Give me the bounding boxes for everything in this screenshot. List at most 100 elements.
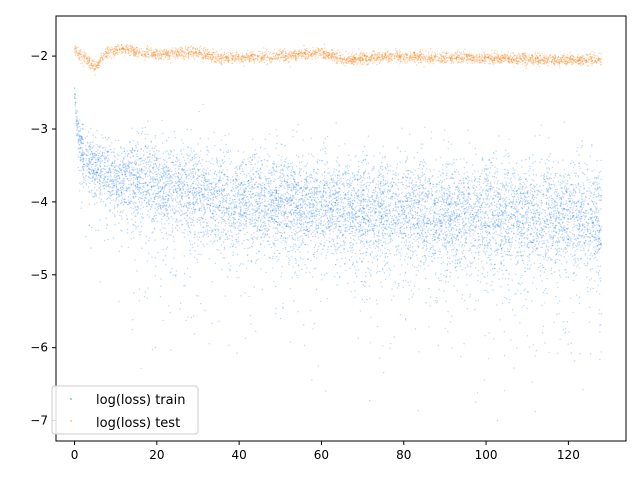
- data-point: [371, 197, 373, 199]
- data-point: [572, 229, 574, 231]
- data-point: [103, 178, 105, 180]
- data-point: [193, 186, 195, 189]
- data-point: [226, 236, 229, 238]
- data-point: [434, 239, 436, 241]
- data-point: [413, 251, 415, 253]
- data-point: [520, 276, 522, 279]
- data-point: [381, 214, 383, 216]
- data-point: [335, 264, 337, 266]
- data-point: [597, 240, 599, 242]
- data-point: [296, 217, 298, 219]
- data-point: [475, 206, 477, 208]
- data-point: [448, 190, 450, 193]
- data-point: [208, 179, 210, 181]
- data-point: [561, 180, 564, 182]
- data-point: [435, 219, 437, 222]
- data-point: [169, 175, 172, 178]
- data-point: [459, 262, 461, 264]
- data-point: [114, 161, 116, 163]
- data-point: [383, 196, 385, 198]
- data-point: [526, 215, 528, 217]
- data-point: [312, 231, 314, 234]
- data-point: [509, 248, 511, 250]
- data-point: [389, 170, 392, 172]
- data-point: [561, 207, 563, 210]
- data-point: [590, 252, 592, 255]
- data-point: [165, 165, 167, 167]
- data-point: [221, 160, 223, 162]
- data-point: [543, 258, 545, 260]
- data-point: [363, 233, 365, 235]
- data-point: [517, 173, 519, 176]
- data-point: [590, 209, 593, 212]
- data-point: [139, 175, 141, 178]
- data-point: [478, 184, 480, 186]
- data-point: [517, 221, 519, 223]
- data-point: [235, 201, 237, 203]
- data-point: [339, 205, 342, 207]
- data-point: [438, 240, 440, 242]
- data-point: [222, 184, 224, 187]
- data-point: [504, 149, 507, 151]
- data-point: [277, 195, 280, 198]
- data-point: [343, 244, 345, 246]
- data-point: [250, 259, 253, 261]
- data-point: [242, 200, 244, 202]
- data-point: [559, 228, 561, 231]
- data-point: [202, 217, 204, 220]
- data-point: [348, 227, 351, 229]
- data-point: [588, 321, 591, 323]
- data-point: [412, 195, 415, 197]
- data-point: [504, 177, 506, 179]
- data-point: [313, 246, 315, 249]
- data-point: [84, 152, 86, 154]
- data-point: [545, 232, 547, 235]
- data-point: [473, 257, 476, 259]
- data-point: [492, 151, 495, 154]
- data-point: [410, 228, 412, 230]
- data-point: [311, 195, 313, 197]
- data-point: [217, 234, 219, 236]
- data-point: [578, 188, 580, 190]
- data-point: [239, 207, 242, 209]
- data-point: [254, 205, 256, 207]
- data-point: [559, 198, 561, 201]
- data-point: [135, 162, 137, 165]
- data-point: [403, 173, 405, 175]
- data-point: [443, 139, 445, 141]
- data-point: [79, 190, 81, 192]
- data-point: [410, 223, 412, 225]
- data-point: [141, 217, 144, 220]
- data-point: [197, 231, 200, 234]
- data-point: [514, 188, 516, 190]
- data-point: [99, 150, 102, 152]
- data-point: [160, 171, 162, 174]
- data-point: [192, 189, 194, 192]
- data-point: [271, 174, 273, 176]
- data-point: [258, 170, 260, 172]
- data-point: [99, 188, 102, 191]
- data-point: [203, 194, 205, 196]
- data-point: [490, 263, 492, 265]
- data-point: [166, 220, 168, 222]
- data-point: [384, 263, 387, 265]
- data-point: [180, 150, 182, 152]
- data-point: [77, 120, 79, 123]
- data-point: [326, 161, 328, 163]
- data-point: [394, 232, 396, 234]
- data-point: [207, 186, 210, 188]
- data-point: [213, 190, 216, 193]
- data-point: [244, 292, 246, 294]
- data-point: [446, 166, 448, 168]
- data-point: [474, 212, 476, 214]
- data-point: [537, 220, 539, 222]
- data-point: [148, 216, 150, 218]
- data-point: [588, 279, 591, 281]
- data-point: [184, 228, 186, 231]
- data-point: [458, 186, 460, 189]
- data-point: [94, 183, 96, 186]
- data-point: [513, 206, 516, 208]
- data-point: [250, 163, 252, 166]
- data-point: [127, 246, 129, 248]
- data-point: [168, 234, 170, 236]
